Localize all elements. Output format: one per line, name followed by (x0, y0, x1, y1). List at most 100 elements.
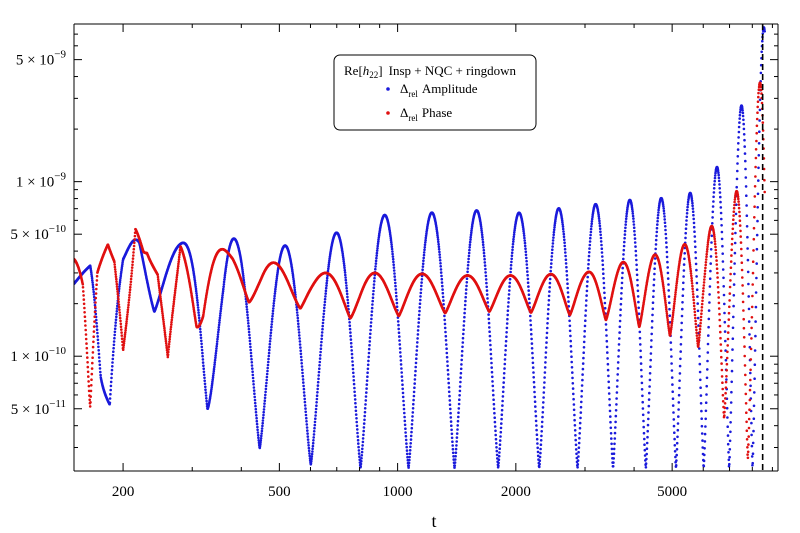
data-point (172, 302, 175, 306)
data-point (683, 252, 686, 255)
data-point (438, 250, 441, 254)
data-point (720, 237, 724, 241)
data-point (664, 301, 667, 305)
data-point (713, 183, 716, 186)
data-point (632, 220, 635, 223)
data-point (548, 290, 551, 293)
data-point (200, 348, 204, 352)
data-point (503, 367, 506, 370)
data-point (732, 304, 735, 308)
data-point (564, 258, 568, 262)
data-point (506, 305, 510, 308)
data-point (411, 415, 414, 418)
data-point (82, 290, 85, 293)
data-point (680, 314, 684, 318)
data-point (697, 343, 700, 347)
data-point (113, 268, 117, 271)
data-point (97, 345, 100, 349)
data-point (256, 433, 260, 437)
data-point (683, 257, 686, 261)
data-point (711, 222, 714, 225)
data-point (172, 304, 175, 308)
data-point (322, 309, 326, 313)
data-point (488, 339, 492, 342)
data-point (164, 339, 168, 343)
data-point (219, 309, 222, 313)
data-point (513, 231, 516, 234)
data-point (645, 441, 649, 445)
data-point (371, 296, 375, 300)
data-point (249, 351, 253, 355)
data-point (526, 270, 529, 273)
data-point (293, 288, 297, 292)
data-point (647, 404, 651, 408)
data-point (391, 255, 395, 258)
data-point (692, 304, 696, 308)
data-point (311, 444, 315, 448)
data-point (747, 320, 751, 323)
data-point (117, 300, 120, 304)
data-point (259, 443, 262, 446)
data-point (691, 284, 694, 288)
data-point (214, 356, 217, 360)
data-point (525, 263, 529, 266)
data-point (585, 294, 588, 297)
data-point (395, 294, 398, 298)
data-point (613, 442, 616, 446)
data-point (440, 281, 444, 284)
data-point (744, 176, 748, 179)
data-point (408, 452, 412, 456)
data-point (509, 263, 513, 267)
data-point (499, 426, 503, 430)
data-point (667, 283, 670, 286)
data-point (585, 299, 588, 302)
data-point (605, 334, 608, 337)
data-point (351, 367, 355, 371)
data-point (547, 303, 550, 307)
data-point (95, 279, 99, 282)
data-point (92, 340, 95, 344)
data-point (599, 240, 603, 243)
data-point (726, 425, 729, 429)
data-point (652, 295, 655, 299)
data-point (320, 331, 324, 334)
data-point (632, 217, 635, 220)
data-point (269, 334, 272, 337)
data-point (451, 447, 455, 451)
data-point (651, 313, 654, 317)
data-point (177, 258, 181, 261)
data-point (507, 297, 511, 300)
data-point (255, 419, 259, 423)
data-point (256, 425, 259, 429)
data-point (622, 248, 626, 252)
data-point (250, 357, 253, 361)
data-point (217, 326, 221, 329)
data-point (110, 376, 113, 380)
data-point (729, 430, 732, 434)
data-point (671, 404, 675, 407)
data-point (582, 356, 585, 360)
data-point (120, 328, 123, 331)
data-point (498, 447, 502, 451)
data-point (265, 378, 269, 382)
data-point (698, 347, 701, 350)
data-point (163, 326, 166, 330)
data-point (221, 289, 225, 293)
data-point (481, 235, 484, 239)
data-point (524, 253, 528, 257)
data-point (495, 453, 499, 457)
data-point (202, 373, 206, 377)
data-point (408, 455, 411, 459)
data-point (262, 410, 266, 414)
data-point (676, 271, 680, 275)
data-point (195, 296, 199, 300)
data-point (528, 301, 531, 305)
data-point (666, 322, 670, 326)
data-point (91, 281, 94, 284)
data-point (540, 434, 543, 438)
data-point (578, 426, 582, 430)
data-point (292, 277, 295, 281)
data-point (673, 300, 676, 303)
data-point (262, 413, 265, 417)
data-point (90, 372, 94, 376)
